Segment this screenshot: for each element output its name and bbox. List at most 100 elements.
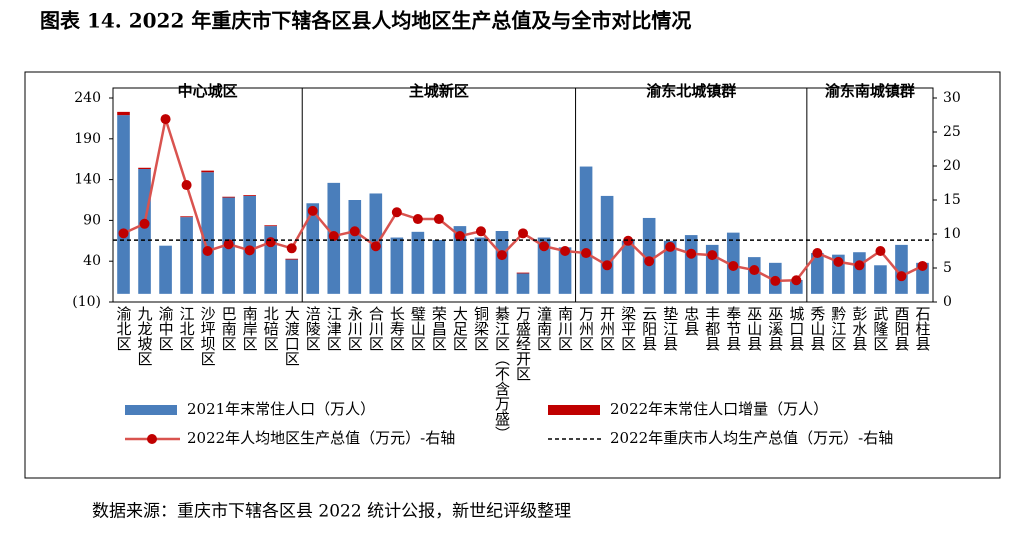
- source-note: 数据来源：重庆市下辖各区县 2022 统计公报，新世纪评级整理: [92, 502, 571, 522]
- group-label: 主城新区: [409, 82, 469, 100]
- chart-title: 图表 14. 2022 年重庆市下辖各区县人均地区生产总值及与全市对比情况: [40, 9, 691, 33]
- bar: [747, 257, 761, 294]
- line-point: [223, 239, 234, 250]
- x-tick-label: 巴南区: [220, 306, 238, 351]
- stack-bar: [222, 196, 235, 198]
- x-tick-label: 忠县: [682, 306, 700, 336]
- line-point: [665, 241, 676, 252]
- line-point: [854, 260, 865, 271]
- bar: [348, 200, 362, 294]
- group-label: 中心城区: [178, 82, 238, 100]
- line-point: [118, 228, 129, 239]
- line-point: [623, 235, 634, 246]
- legend-label: 2022年末常住人口增量（万人）: [610, 400, 828, 418]
- x-tick-label: 黔江区: [829, 306, 847, 351]
- line-point: [581, 248, 592, 259]
- x-tick-label: 潼南区: [535, 305, 553, 351]
- legend-swatch: [125, 405, 177, 415]
- legend-label: 2022年人均地区生产总值（万元）-右轴: [187, 429, 455, 447]
- line-point: [539, 241, 550, 252]
- line-point: [833, 256, 844, 267]
- line-point: [139, 218, 150, 229]
- x-tick-label: 渝中区: [157, 306, 175, 351]
- bar: [285, 259, 299, 294]
- bar: [621, 240, 635, 294]
- x-tick-label: 铜梁区: [472, 306, 490, 351]
- y2-tick-label: 5: [943, 260, 952, 276]
- stack-bar: [180, 216, 193, 218]
- x-tick-label: 巫溪县: [766, 306, 784, 351]
- y2-tick-label: 0: [943, 294, 952, 310]
- line-point: [265, 237, 276, 248]
- x-tick-label: 江津区: [325, 306, 343, 351]
- legend-swatch: [147, 434, 157, 444]
- bar: [201, 172, 214, 294]
- y2-tick-label: 10: [943, 226, 961, 242]
- y-tick-label: (10): [72, 294, 101, 310]
- bar: [495, 231, 509, 294]
- x-tick-label: 渝北区: [115, 306, 133, 351]
- line-point: [370, 241, 381, 252]
- bar: [411, 231, 425, 294]
- line-point: [454, 231, 465, 242]
- y-tick-label: 240: [74, 90, 101, 106]
- frame: [24, 71, 1001, 479]
- x-tick-label: 垫江县: [661, 306, 679, 351]
- x-tick-label: 开州区: [598, 306, 616, 351]
- line-point: [181, 180, 192, 191]
- bar: [390, 237, 404, 294]
- line-point: [518, 228, 528, 239]
- stack-bar: [516, 272, 530, 274]
- bar: [537, 237, 551, 294]
- line-point: [728, 260, 739, 271]
- bar: [600, 195, 614, 294]
- y2-tick-label: 25: [943, 124, 961, 140]
- x-tick-label: 璧山区: [409, 305, 427, 351]
- line-point: [475, 226, 486, 237]
- line-point: [875, 246, 886, 256]
- y2-tick-label: 30: [943, 90, 961, 106]
- bar: [432, 239, 446, 294]
- line-point: [349, 226, 360, 237]
- bar: [853, 252, 866, 294]
- x-tick-label: 大渡口区: [283, 306, 301, 366]
- stack-bar: [117, 111, 130, 116]
- line-point: [791, 275, 802, 286]
- bar: [663, 240, 677, 294]
- x-tick-label: 沙坪坝区: [199, 306, 217, 366]
- line-point: [160, 114, 171, 125]
- y2-tick-label: 15: [943, 192, 961, 208]
- bar: [474, 237, 488, 294]
- line-point: [560, 246, 571, 256]
- x-tick-label: 涪陵区: [304, 306, 322, 351]
- line-point: [496, 250, 507, 261]
- x-tick-label: 云阳县: [640, 306, 658, 351]
- x-tick-label: 万州区: [577, 306, 595, 351]
- bar: [811, 253, 824, 294]
- stack-bar: [201, 170, 214, 173]
- line-point: [286, 243, 297, 254]
- legend-swatch: [548, 405, 600, 415]
- y-tick-label: 40: [83, 253, 101, 269]
- plot-area: [112, 87, 934, 303]
- bar: [895, 244, 908, 294]
- bar: [138, 168, 151, 294]
- stack-bar: [138, 167, 151, 169]
- x-tick-label: 綦江区（不含万盛）: [493, 306, 511, 441]
- line-point: [202, 246, 213, 256]
- x-tick-label: 北碚区: [262, 306, 280, 351]
- x-tick-label: 武隆区: [871, 306, 889, 351]
- y-tick-label: 140: [74, 172, 101, 188]
- x-tick-label: 江北区: [178, 306, 196, 351]
- y-tick-label: 90: [83, 212, 101, 228]
- group-label: 渝东北城镇群: [646, 82, 736, 100]
- bar: [684, 235, 698, 294]
- bar: [916, 262, 929, 294]
- group-label: 渝东南城镇群: [825, 82, 915, 100]
- line-point: [412, 214, 423, 225]
- line-point: [602, 260, 613, 271]
- x-tick-label: 万盛经开区: [514, 306, 532, 381]
- line-point: [307, 205, 318, 216]
- legend-label: 2021年末常住人口（万人）: [187, 400, 375, 418]
- y-tick-label: 190: [74, 131, 101, 147]
